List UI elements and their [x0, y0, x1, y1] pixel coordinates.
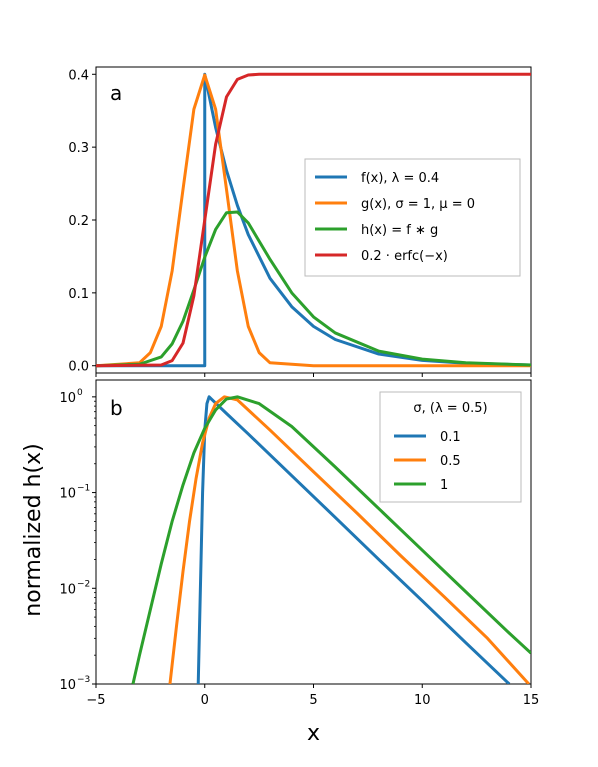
y-axis-label: normalized h(x)	[21, 443, 46, 616]
panel-b-line-series-1	[168, 395, 530, 684]
panel-b-ytick-exponent: −3	[77, 675, 90, 685]
panel-b-letter: b	[110, 396, 123, 420]
x-axis-label: x	[307, 721, 320, 746]
panel-a-legend: f(x), λ = 0.4 g(x), σ = 1, μ = 0 h(x) = f …	[304, 158, 521, 277]
panel-b-line-series-2	[131, 395, 531, 684]
panel-a-series	[96, 72, 531, 368]
panel-b-xtick-label: 5	[309, 693, 317, 708]
panel-a: 0.0 0.1 0.2 0.3 0.4 a f(x), λ = 0.4 g(x), σ =…	[68, 66, 532, 377]
panel-b-ytick-label: 10	[59, 391, 76, 406]
panel-b-series	[131, 395, 531, 684]
panel-b-ytick-exponent: −2	[77, 579, 90, 589]
panel-a-ytick-label: 0.4	[68, 68, 89, 83]
panel-b-xtick-label: −5	[86, 693, 105, 708]
panel-b-ytick-exponent: 0	[77, 388, 83, 398]
panel-a-ytick-label: 0.3	[68, 141, 89, 156]
panel-b-xtick-label: 0	[201, 693, 209, 708]
panel-a-line-series-2	[96, 210, 531, 368]
panel-a-legend-label: h(x) = f ∗ g	[361, 223, 438, 238]
panel-b-ytick-exponent: −1	[77, 484, 90, 494]
panel-a-y-ticks: 0.0 0.1 0.2 0.3 0.4	[68, 68, 96, 375]
panel-a-line-series-3	[96, 72, 531, 368]
panel-a-legend-label: f(x), λ = 0.4	[361, 171, 439, 186]
panel-b-x-ticks: −5 0 5 10 15	[86, 684, 539, 708]
panel-b-xtick-label: 10	[414, 693, 431, 708]
panel-a-x-ticks	[95, 373, 532, 377]
panel-a-ytick-label: 0.0	[68, 360, 89, 375]
panel-a-legend-label: 0.2 · erfc(−x)	[361, 249, 448, 264]
panel-b-legend-label: 1	[440, 478, 448, 493]
panel-a-ytick-label: 0.1	[68, 287, 89, 302]
panel-b-ytick-label: 10	[59, 582, 76, 597]
panel-b-xtick-label: 15	[523, 693, 540, 708]
panel-b-ytick-label: 10	[59, 678, 76, 693]
panel-a-letter: a	[110, 81, 122, 105]
panel-b-legend: σ, (λ = 0.5) 0.1 0.5 1	[379, 391, 522, 503]
panel-a-line-series-0	[96, 72, 531, 368]
panel-a-ytick-label: 0.2	[68, 214, 89, 229]
panel-b-ytick-label: 10	[59, 487, 76, 502]
panel-b-legend-label: 0.5	[440, 454, 461, 469]
panel-b-legend-title: σ, (λ = 0.5)	[413, 401, 487, 416]
panel-a-line-series-1	[96, 73, 531, 368]
panel-b-legend-label: 0.1	[440, 430, 461, 445]
panel-b-line-series-0	[196, 395, 511, 684]
panel-a-legend-label: g(x), σ = 1, μ = 0	[361, 197, 475, 212]
